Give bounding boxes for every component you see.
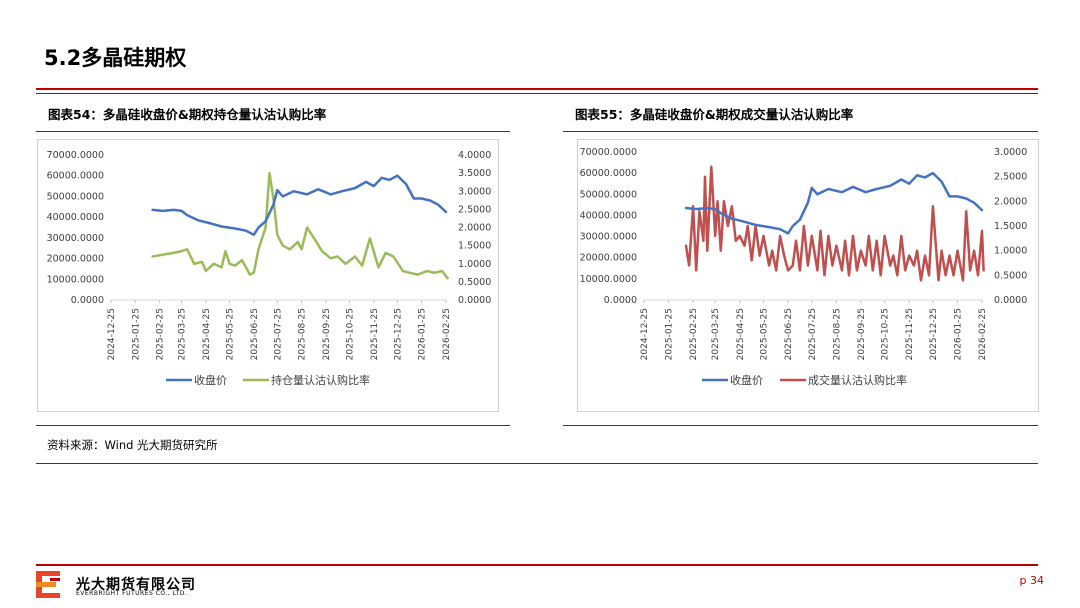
chart-2-title-rule (563, 131, 1038, 132)
series-line-1 (151, 171, 449, 280)
x-tick-label: 2025-11-25 (905, 308, 915, 360)
x-tick-label: 2025-05-25 (225, 308, 235, 360)
x-tick-label: 2025-03-25 (711, 308, 721, 360)
y-right-tick-label: 1.5000 (994, 221, 1027, 232)
y-right-tick-label: 2.0000 (458, 223, 491, 234)
x-tick-label: 2025-07-25 (273, 308, 283, 360)
y-left-tick-label: 40000.0000 (580, 210, 637, 221)
y-left-tick-label: 10000.0000 (47, 274, 104, 285)
source-rule (36, 463, 1038, 464)
legend-label: 收盘价 (730, 373, 763, 387)
chart-1-title: 图表54：多晶硅收盘价&期权持仓量认沽认购比率 (48, 107, 327, 122)
page-number: p 34 (1019, 574, 1044, 587)
x-tick-label: 2025-04-25 (736, 308, 746, 360)
company-name-en: EVERBRIGHT FUTURES CO., LTD. (76, 590, 188, 597)
chart-2-bottom-rule (563, 425, 1038, 426)
y-left-tick-label: 50000.0000 (580, 189, 637, 200)
y-right-tick-label: 2.0000 (994, 196, 1027, 207)
header-rule-thin (36, 93, 1038, 94)
y-right-tick-label: 1.5000 (458, 241, 491, 252)
y-right-tick-label: 3.0000 (458, 186, 491, 197)
x-tick-label: 2025-02-25 (689, 308, 699, 360)
legend-label: 持仓量认沽认购比率 (271, 373, 370, 387)
y-right-tick-label: 1.0000 (994, 246, 1027, 257)
x-tick-label: 2025-09-25 (857, 308, 867, 360)
x-tick-label: 2024-12-25 (640, 308, 650, 360)
y-left-tick-label: 20000.0000 (580, 253, 637, 264)
y-left-tick-label: 20000.0000 (47, 254, 104, 265)
x-tick-label: 2026-02-25 (978, 308, 988, 360)
chart-2-title: 图表55：多晶硅收盘价&期权成交量认沽认购比率 (575, 107, 854, 122)
x-tick-label: 2025-10-25 (346, 308, 356, 360)
section-title: 5.2多晶硅期权 (44, 46, 187, 70)
y-right-tick-label: 2.5000 (458, 204, 491, 215)
y-right-tick-label: 3.0000 (994, 147, 1027, 158)
x-tick-label: 2025-07-25 (808, 308, 818, 360)
y-right-tick-label: 0.5000 (994, 270, 1027, 281)
chart-2: 0.0000 10000.0000 20000.0000 30000.0000 4000… (577, 139, 1039, 412)
x-tick-label: 2025-01-25 (131, 308, 141, 360)
series-line-0 (684, 171, 984, 235)
header-rule-thick (36, 88, 1038, 90)
x-tick-label: 2025-02-25 (156, 308, 166, 360)
y-right-tick-label: 2.5000 (994, 172, 1027, 183)
y-left-tick-label: 70000.0000 (47, 150, 104, 161)
y-right-tick-label: 0.0000 (458, 295, 491, 306)
x-tick-label: 2025-08-25 (832, 308, 842, 360)
x-tick-label: 2025-08-25 (298, 308, 308, 360)
y-right-tick-label: 1.0000 (458, 259, 491, 270)
chart-1-svg: 0.0000 10000.0000 20000.0000 30000.0000 4000… (47, 150, 492, 387)
y-left-tick-label: 60000.0000 (580, 168, 637, 179)
x-tick-label: 2025-06-25 (250, 308, 260, 360)
y-left-tick-label: 30000.0000 (47, 233, 104, 244)
series-line-1 (684, 165, 985, 282)
chart-2-svg: 0.0000 10000.0000 20000.0000 30000.0000 4000… (580, 147, 1028, 387)
x-tick-label: 2026-01-25 (418, 308, 428, 360)
y-left-tick-label: 40000.0000 (47, 212, 104, 223)
x-tick-label: 2025-10-25 (881, 308, 891, 360)
y-left-tick-label: 0.0000 (604, 295, 637, 306)
y-left-tick-label: 60000.0000 (47, 171, 104, 182)
x-tick-label: 2025-11-25 (370, 308, 380, 360)
y-right-tick-label: 4.0000 (458, 150, 491, 161)
x-tick-label: 2025-05-25 (760, 308, 770, 360)
y-left-tick-label: 0.0000 (71, 295, 104, 306)
source-note: 资料来源：Wind 光大期货研究所 (47, 438, 218, 452)
x-tick-label: 2025-03-25 (178, 308, 188, 360)
y-right-tick-label: 3.5000 (458, 168, 491, 179)
chart-1-title-rule (36, 131, 510, 132)
legend-label: 成交量认沽认购比率 (808, 373, 907, 387)
x-tick-label: 2025-04-25 (202, 308, 212, 360)
y-right-tick-label: 0.5000 (458, 277, 491, 288)
x-tick-label: 2026-02-25 (442, 308, 452, 360)
company-logo-icon (36, 571, 60, 598)
y-left-tick-label: 10000.0000 (580, 274, 637, 285)
y-left-tick-label: 50000.0000 (47, 191, 104, 202)
chart-1-bottom-rule (36, 425, 510, 426)
x-tick-label: 2025-12-25 (393, 308, 403, 360)
x-tick-label: 2025-09-25 (322, 308, 332, 360)
y-right-tick-label: 0.0000 (994, 295, 1027, 306)
y-left-tick-label: 70000.0000 (580, 147, 637, 158)
company-name-cn: 光大期货有限公司 (76, 577, 196, 593)
x-tick-label: 2025-06-25 (784, 308, 794, 360)
legend-label: 收盘价 (194, 373, 227, 387)
y-left-tick-label: 30000.0000 (580, 232, 637, 243)
x-tick-label: 2024-12-25 (107, 308, 117, 360)
x-tick-label: 2026-01-25 (953, 308, 963, 360)
x-tick-label: 2025-01-25 (665, 308, 675, 360)
series-line-0 (151, 174, 448, 237)
chart-1: 0.0000 10000.0000 20000.0000 30000.0000 4000… (37, 139, 499, 412)
footer-rule (36, 564, 1038, 566)
x-tick-label: 2025-12-25 (929, 308, 939, 360)
